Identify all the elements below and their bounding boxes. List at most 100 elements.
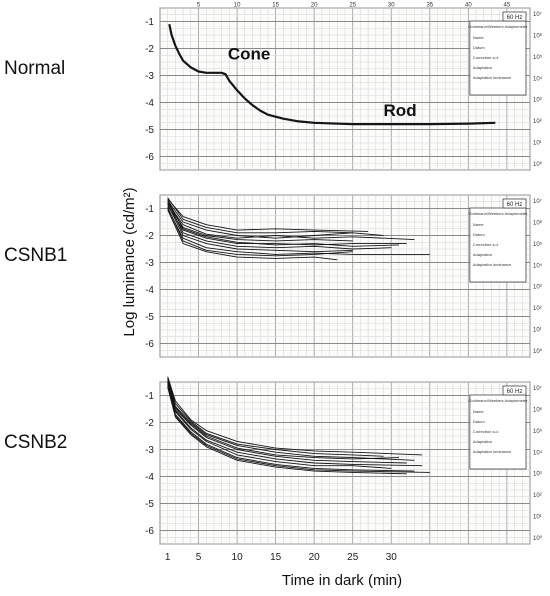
info-box-line: Datum <box>473 232 485 237</box>
series-line <box>167 381 407 464</box>
right-tick-label: 10⁷ <box>533 11 542 18</box>
top-tick-label: 35 <box>426 3 433 9</box>
x-axis-label: Time in dark (min) <box>282 572 402 589</box>
grid <box>159 194 531 358</box>
right-tick-label: 10⁷ <box>533 198 542 205</box>
top-tick-label: 30 <box>388 3 395 9</box>
info-box-line: Name <box>473 222 484 227</box>
right-tick-label: 10¹ <box>533 141 542 147</box>
x-tick-label: 20 <box>309 552 321 563</box>
panel-label: CSNB2 <box>4 432 67 453</box>
x-tick-label: 1 <box>165 552 171 563</box>
x-tick-label: 15 <box>270 552 282 563</box>
series-line <box>167 200 400 247</box>
series-line <box>167 198 369 232</box>
series-line <box>167 381 400 460</box>
top-tick-label: 10 <box>234 3 241 9</box>
panel-csnb2: CSNB2 -1 -2 -3 -4 -5 -6 10⁷ 10⁶ 10⁵ 10⁴ 10³ 10² 10¹ 10… <box>4 376 543 563</box>
info-box-line: Adaptation <box>473 439 492 444</box>
series-line <box>167 387 407 475</box>
right-tick-label: 10⁴ <box>533 449 543 456</box>
right-tick-label: 10⁰ <box>533 348 543 355</box>
right-tick-label: 10⁰ <box>533 535 543 542</box>
hz-label: 60 Hz <box>507 15 523 21</box>
right-tick-label: 10⁰ <box>533 161 543 168</box>
panels: Normal -1 -2 -3 -4 -5 -6 10⁷ 10⁶ 10⁵ 10⁴ 10³ 10² 10¹ 1… <box>4 3 543 564</box>
panel-label: Normal <box>4 58 65 79</box>
right-tick-label: 10¹ <box>533 515 542 521</box>
grid <box>159 7 531 171</box>
series-line <box>167 385 430 473</box>
y-tick-label: -2 <box>145 418 154 429</box>
info-box-line: Correction s.d. <box>473 429 499 434</box>
right-tick-label: 10⁵ <box>533 428 543 435</box>
info-box-line: Name <box>473 409 484 414</box>
hz-box <box>502 385 527 396</box>
top-tick-label: 45 <box>504 3 511 9</box>
y-tick-label: -6 <box>145 339 154 350</box>
x-tick-label: 30 <box>386 552 398 563</box>
series-line <box>167 380 423 467</box>
series-line <box>167 377 384 457</box>
hz-label: 60 Hz <box>507 389 523 395</box>
series-line <box>167 202 353 242</box>
x-tick-label: 5 <box>196 552 202 563</box>
right-tick-label: 10³ <box>533 98 542 104</box>
hz-box <box>502 198 527 209</box>
info-box <box>469 394 527 470</box>
right-tick-label: 10⁴ <box>533 262 543 269</box>
info-box-title: Goldmann/Weekers Adaptometer <box>468 398 528 403</box>
right-tick-label: 10³ <box>533 472 542 478</box>
top-tick-label: 20 <box>311 3 318 9</box>
right-tick-label: 10⁴ <box>533 75 543 82</box>
series-line <box>167 201 392 250</box>
y-axis-label: Log luminance (cd/m²) <box>121 187 138 336</box>
panel-csnb1: CSNB1 -1 -2 -3 -4 -5 -6 10⁷ 10⁶ 10⁵ 10⁴ 10³ 10² 10¹ 10… <box>4 194 543 358</box>
series-line <box>167 197 353 234</box>
top-tick-label: 15 <box>272 3 279 9</box>
info-box-line: Datum <box>473 419 485 424</box>
right-tick-label: 10⁶ <box>533 32 543 39</box>
series-line <box>167 384 415 472</box>
panel-normal: Normal -1 -2 -3 -4 -5 -6 10⁷ 10⁶ 10⁵ 10⁴ 10³ 10² 10¹ 1… <box>4 3 543 171</box>
hz-label: 60 Hz <box>507 202 523 208</box>
top-tick-label: 5 <box>197 3 201 9</box>
info-box-title: Goldmann/Weekers Adaptometer <box>468 24 528 29</box>
annotation-rod: Rod <box>384 101 417 120</box>
right-tick-label: 10⁵ <box>533 241 543 248</box>
series-line <box>167 209 338 261</box>
info-box-line: Adaptation luminance <box>473 449 512 454</box>
info-box-title: Goldmann/Weekers Adaptometer <box>468 211 528 216</box>
series-line <box>167 202 415 241</box>
info-box <box>469 207 527 283</box>
info-box-line: Adaptation luminance <box>473 75 512 80</box>
info-box-line: Correction s.d. <box>473 55 499 60</box>
info-box <box>469 20 527 96</box>
info-box-line: Datum <box>473 45 485 50</box>
right-tick-label: 10⁶ <box>533 406 543 413</box>
y-tick-label: -2 <box>145 44 154 55</box>
info-box-line: Correction s.d. <box>473 242 499 247</box>
right-tick-label: 10¹ <box>533 328 542 334</box>
right-tick-label: 10⁶ <box>533 219 543 226</box>
series-line <box>167 207 353 257</box>
series-line <box>167 204 353 253</box>
y-tick-label: -1 <box>145 17 154 28</box>
y-tick-label: -6 <box>145 526 154 537</box>
series-line <box>168 23 496 126</box>
annotation-cone: Cone <box>228 44 270 63</box>
series-line <box>167 208 430 255</box>
hz-box <box>502 11 527 22</box>
series-line <box>167 383 392 469</box>
y-tick-label: -1 <box>145 204 154 215</box>
x-tick-label: 25 <box>347 552 359 563</box>
y-tick-label: -3 <box>145 71 154 82</box>
right-tick-label: 10² <box>533 119 542 125</box>
y-tick-label: -1 <box>145 391 154 402</box>
y-tick-label: -4 <box>145 472 154 483</box>
y-tick-label: -2 <box>145 231 154 242</box>
top-tick-label: 25 <box>349 3 356 9</box>
grid <box>159 381 531 545</box>
right-tick-label: 10⁷ <box>533 385 542 392</box>
